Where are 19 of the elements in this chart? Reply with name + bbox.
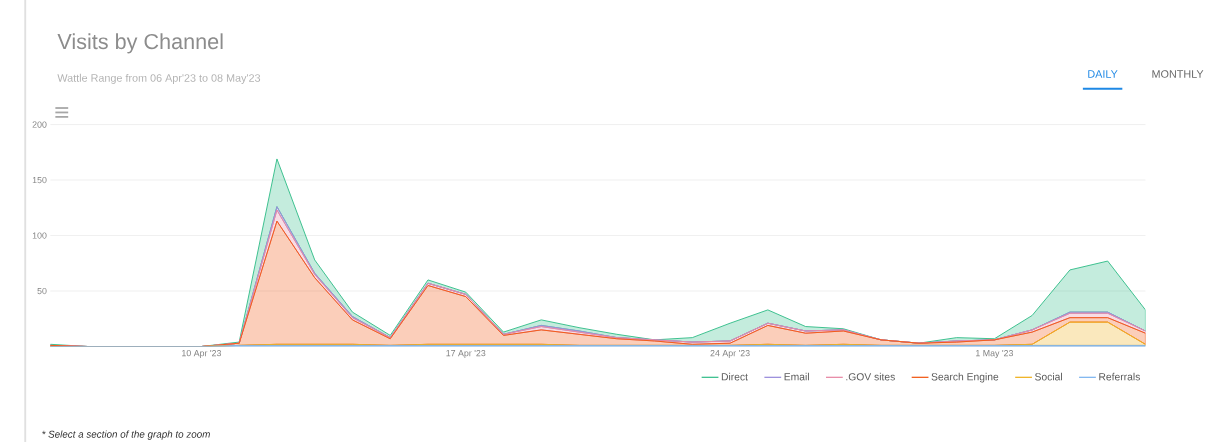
legend-label: Referrals [1099,372,1140,381]
x-tick-label: 10 Apr '23 [182,350,222,359]
x-tick-label: 1 May '23 [976,350,1014,359]
chart-subtitle: Wattle Range from 06 Apr'23 to 08 May'23 [57,73,261,84]
legend-label: Email [784,372,809,381]
text: MONTHLY [1152,70,1204,78]
x-tick-label: 24 Apr '23 [710,350,750,359]
y-tick-label: 150 [32,176,47,184]
legend-label: Social [1035,372,1062,381]
y-tick-label: 100 [32,232,47,239]
legend-label: .GOV sites [846,372,895,381]
chart-title: Visits by Channel [57,33,223,54]
y-tick-label: 50 [37,287,47,295]
legend-label: Direct [721,372,748,381]
text: DAILY [1088,70,1118,78]
x-tick-label: 17 Apr '23 [446,350,486,359]
text: * Select a section of the graph to zoom [42,430,210,440]
legend-label: Search Engine [931,372,999,383]
y-tick-label: 200 [32,121,47,128]
